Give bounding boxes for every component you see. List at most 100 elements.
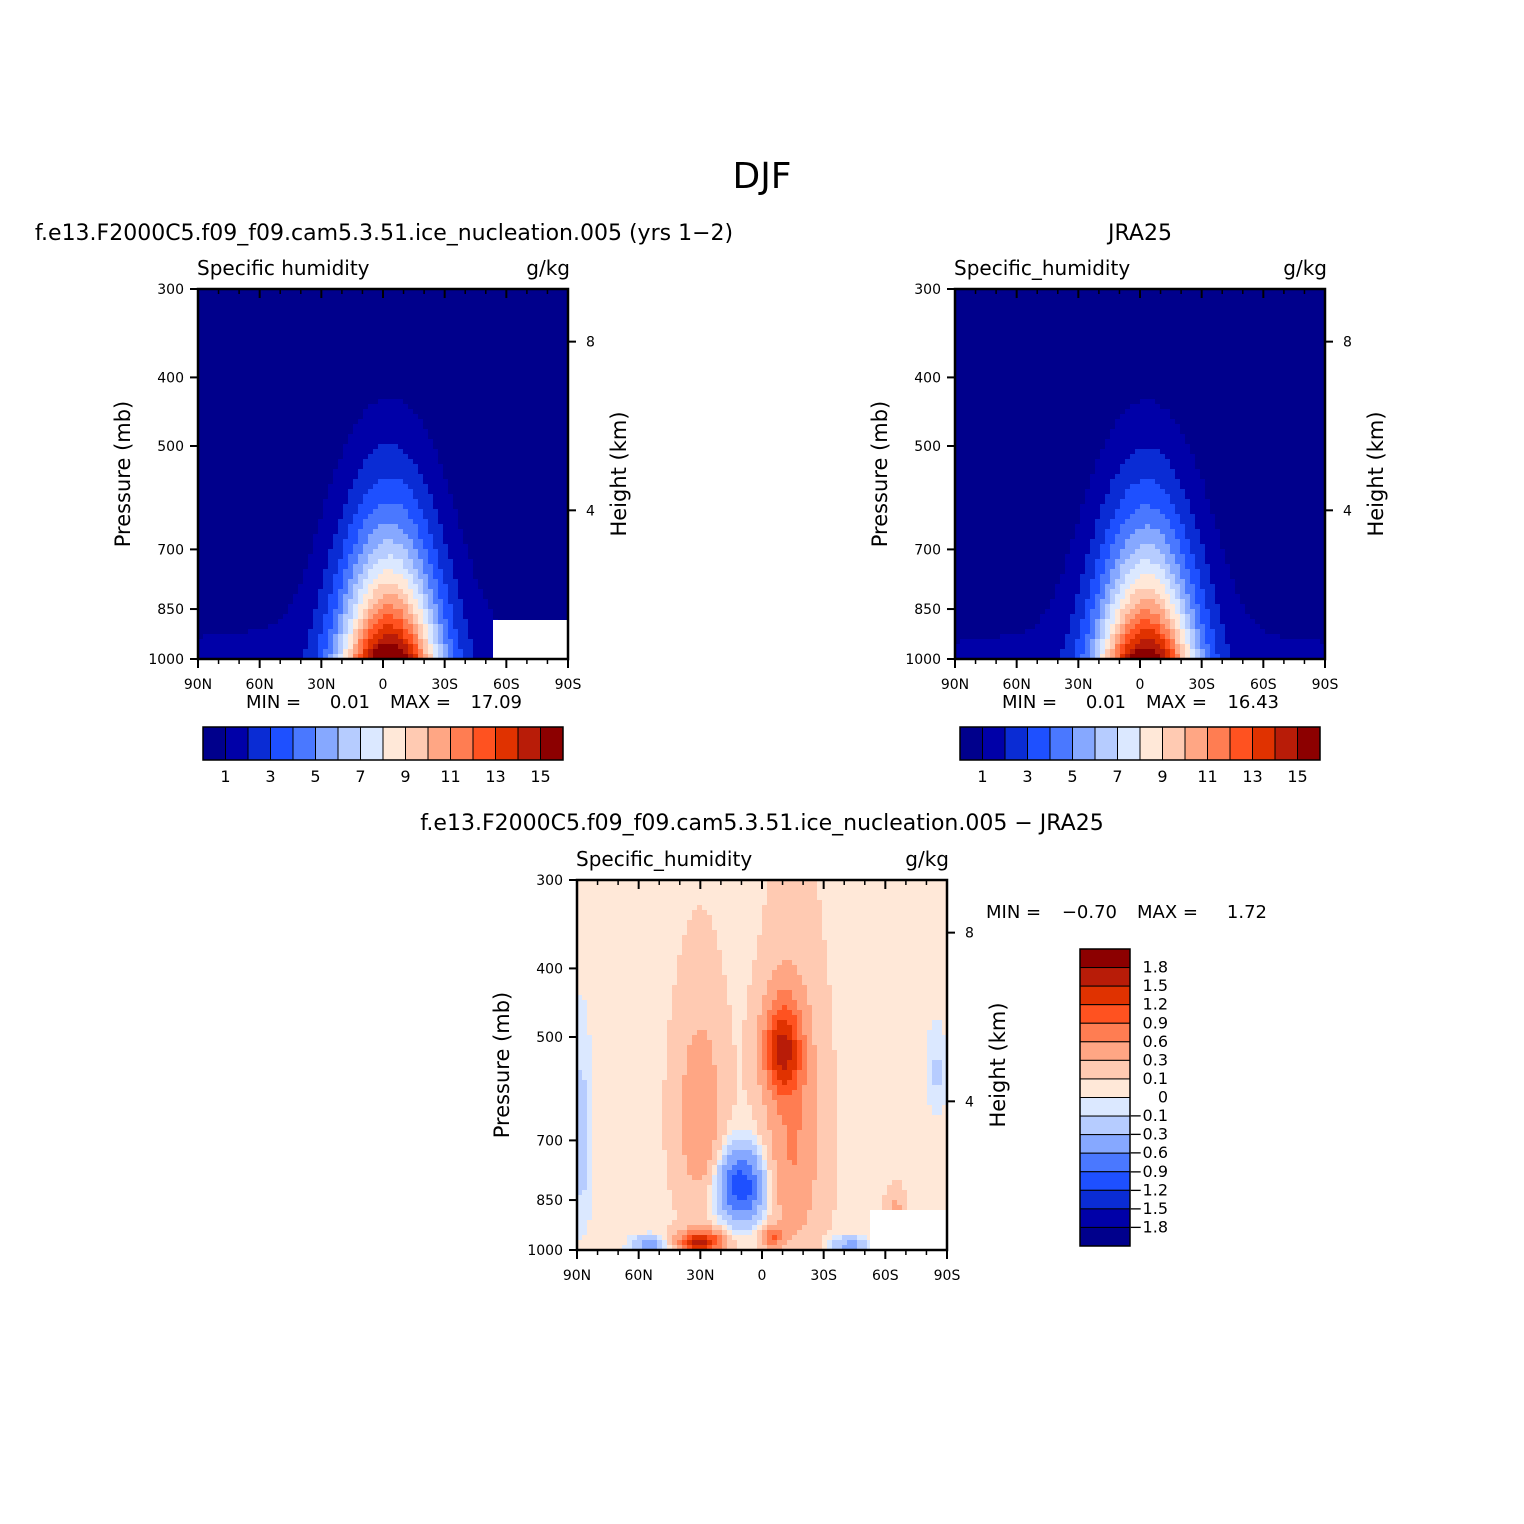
field-cell — [428, 399, 434, 405]
field-cell — [563, 339, 569, 345]
field-cell — [523, 349, 529, 355]
field-cell — [293, 304, 299, 310]
field-cell — [398, 564, 404, 570]
field-cell — [313, 564, 319, 570]
field-cell — [408, 559, 414, 565]
field-cell — [538, 559, 544, 565]
field-cell — [388, 414, 394, 420]
field-cell — [293, 309, 299, 315]
field-cell — [233, 559, 239, 565]
field-cell — [278, 319, 284, 325]
field-cell — [408, 434, 414, 440]
field-cell — [463, 484, 469, 490]
field-cell — [278, 404, 284, 410]
field-cell — [393, 439, 399, 445]
field-cell — [393, 324, 399, 330]
field-cell — [283, 334, 289, 340]
field-cell — [203, 409, 209, 415]
field-cell — [253, 479, 259, 485]
field-cell — [403, 499, 409, 505]
field-cell — [533, 364, 539, 370]
field-cell — [348, 359, 354, 365]
field-cell — [348, 564, 354, 570]
field-cell — [283, 594, 289, 600]
field-cell — [498, 454, 504, 460]
field-cell — [423, 314, 429, 320]
field-cell — [243, 344, 249, 350]
field-cell — [398, 289, 404, 295]
field-cell — [208, 479, 214, 485]
field-cell — [298, 579, 304, 585]
field-cell — [393, 594, 399, 600]
field-cell — [358, 374, 364, 380]
field-cell — [553, 604, 559, 610]
field-cell — [373, 604, 379, 610]
field-cell — [208, 359, 214, 365]
field-cell — [518, 389, 524, 395]
field-cell — [493, 604, 499, 610]
field-cell — [213, 569, 219, 575]
field-cell — [318, 534, 324, 540]
field-cell — [288, 409, 294, 415]
field-cell — [253, 544, 259, 550]
field-cell — [263, 299, 269, 305]
field-cell — [443, 614, 449, 620]
field-cell — [473, 489, 479, 495]
field-cell — [463, 409, 469, 415]
field-cell — [528, 504, 534, 510]
field-cell — [528, 549, 534, 555]
field-cell — [423, 559, 429, 565]
field-cell — [438, 324, 444, 330]
field-cell — [308, 514, 314, 520]
field-cell — [413, 334, 419, 340]
field-cell — [488, 289, 494, 295]
field-cell — [273, 624, 279, 630]
field-cell — [253, 419, 259, 425]
field-cell — [213, 619, 219, 625]
field-cell — [248, 369, 254, 375]
field-cell — [378, 539, 384, 545]
field-cell — [413, 519, 419, 525]
field-cell — [428, 309, 434, 315]
field-cell — [428, 449, 434, 455]
field-cell — [358, 549, 364, 555]
field-cell — [343, 384, 349, 390]
field-cell — [538, 399, 544, 405]
field-cell — [383, 569, 389, 575]
field-cell — [543, 609, 549, 615]
field-cell — [523, 609, 529, 615]
field-cell — [328, 414, 334, 420]
field-cell — [383, 329, 389, 335]
field-cell — [513, 519, 519, 525]
field-cell — [308, 454, 314, 460]
field-cell — [308, 369, 314, 375]
field-cell — [208, 399, 214, 405]
field-cell — [203, 399, 209, 405]
field-cell — [563, 409, 569, 415]
field-cell — [513, 389, 519, 395]
field-cell — [488, 524, 494, 530]
field-cell — [373, 434, 379, 440]
field-cell — [223, 324, 229, 330]
field-cell — [313, 579, 319, 585]
field-cell — [513, 589, 519, 595]
field-cell — [273, 544, 279, 550]
field-cell — [283, 474, 289, 480]
field-cell — [358, 289, 364, 295]
field-cell — [383, 409, 389, 415]
field-cell — [433, 479, 439, 485]
field-cell — [233, 364, 239, 370]
field-cell — [353, 324, 359, 330]
field-cell — [368, 394, 374, 400]
field-cell — [253, 554, 259, 560]
field-cell — [463, 584, 469, 590]
field-cell — [488, 489, 494, 495]
field-cell — [513, 339, 519, 345]
field-cell — [503, 459, 509, 465]
field-cell — [428, 434, 434, 440]
field-cell — [408, 479, 414, 485]
field-cell — [243, 529, 249, 535]
field-cell — [338, 364, 344, 370]
field-cell — [358, 579, 364, 585]
field-cell — [318, 614, 324, 620]
